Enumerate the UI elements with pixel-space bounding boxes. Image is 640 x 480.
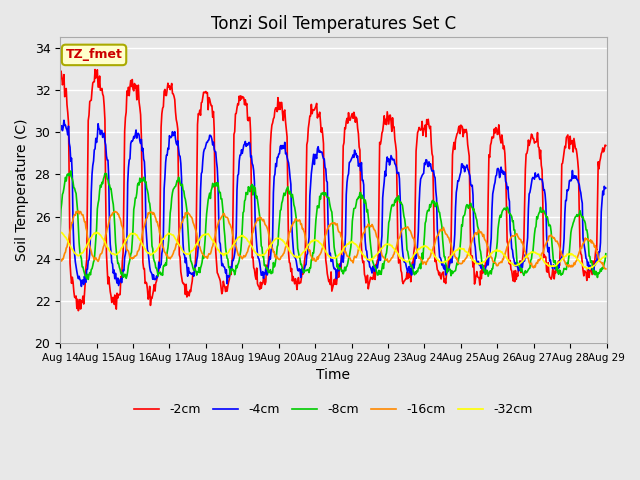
Line: -4cm: -4cm xyxy=(60,120,606,287)
-16cm xyxy=(207,249,215,254)
-2cm xyxy=(208,103,216,108)
-2cm xyxy=(74,308,82,313)
-32cm xyxy=(586,266,594,272)
-4cm xyxy=(124,180,132,186)
Legend: -2cm, -4cm, -8cm, -16cm, -32cm: -2cm, -4cm, -8cm, -16cm, -32cm xyxy=(129,398,538,421)
-16cm xyxy=(179,219,186,225)
-4cm xyxy=(208,137,216,143)
-32cm xyxy=(415,247,423,252)
Y-axis label: Soil Temperature (C): Soil Temperature (C) xyxy=(15,119,29,262)
-8cm xyxy=(179,187,187,193)
-4cm xyxy=(401,259,408,265)
Title: Tonzi Soil Temperatures Set C: Tonzi Soil Temperatures Set C xyxy=(211,15,456,33)
-16cm xyxy=(74,208,82,214)
Line: -8cm: -8cm xyxy=(60,171,606,279)
-8cm xyxy=(417,266,424,272)
-2cm xyxy=(124,93,132,98)
-16cm xyxy=(400,226,408,231)
-2cm xyxy=(56,77,64,83)
-32cm xyxy=(122,238,130,244)
Text: TZ_fmet: TZ_fmet xyxy=(66,48,122,61)
-2cm xyxy=(417,127,424,133)
Line: -2cm: -2cm xyxy=(60,70,606,311)
-16cm xyxy=(123,247,131,253)
-2cm xyxy=(602,143,610,148)
-32cm xyxy=(602,253,610,259)
-4cm xyxy=(56,127,64,132)
Line: -32cm: -32cm xyxy=(60,232,606,269)
-8cm xyxy=(67,168,75,174)
-2cm xyxy=(92,67,99,72)
-32cm xyxy=(66,243,74,249)
-32cm xyxy=(399,258,407,264)
-32cm xyxy=(207,234,214,240)
-4cm xyxy=(60,118,68,123)
-4cm xyxy=(179,241,187,247)
-32cm xyxy=(56,229,64,235)
-4cm xyxy=(77,284,85,289)
-2cm xyxy=(179,281,187,287)
-8cm xyxy=(66,173,74,179)
X-axis label: Time: Time xyxy=(316,368,350,382)
-8cm xyxy=(401,216,408,222)
-8cm xyxy=(84,276,92,282)
-16cm xyxy=(416,254,424,260)
-4cm xyxy=(602,185,610,191)
-4cm xyxy=(67,158,75,164)
-2cm xyxy=(66,260,74,266)
-8cm xyxy=(124,269,132,275)
-2cm xyxy=(401,278,408,284)
Line: -16cm: -16cm xyxy=(60,211,606,269)
-32cm xyxy=(178,246,186,252)
-4cm xyxy=(417,176,424,182)
-16cm xyxy=(602,266,610,272)
-8cm xyxy=(208,185,216,191)
-16cm xyxy=(66,228,74,234)
-8cm xyxy=(602,251,610,257)
-8cm xyxy=(56,228,64,233)
-16cm xyxy=(56,259,64,265)
